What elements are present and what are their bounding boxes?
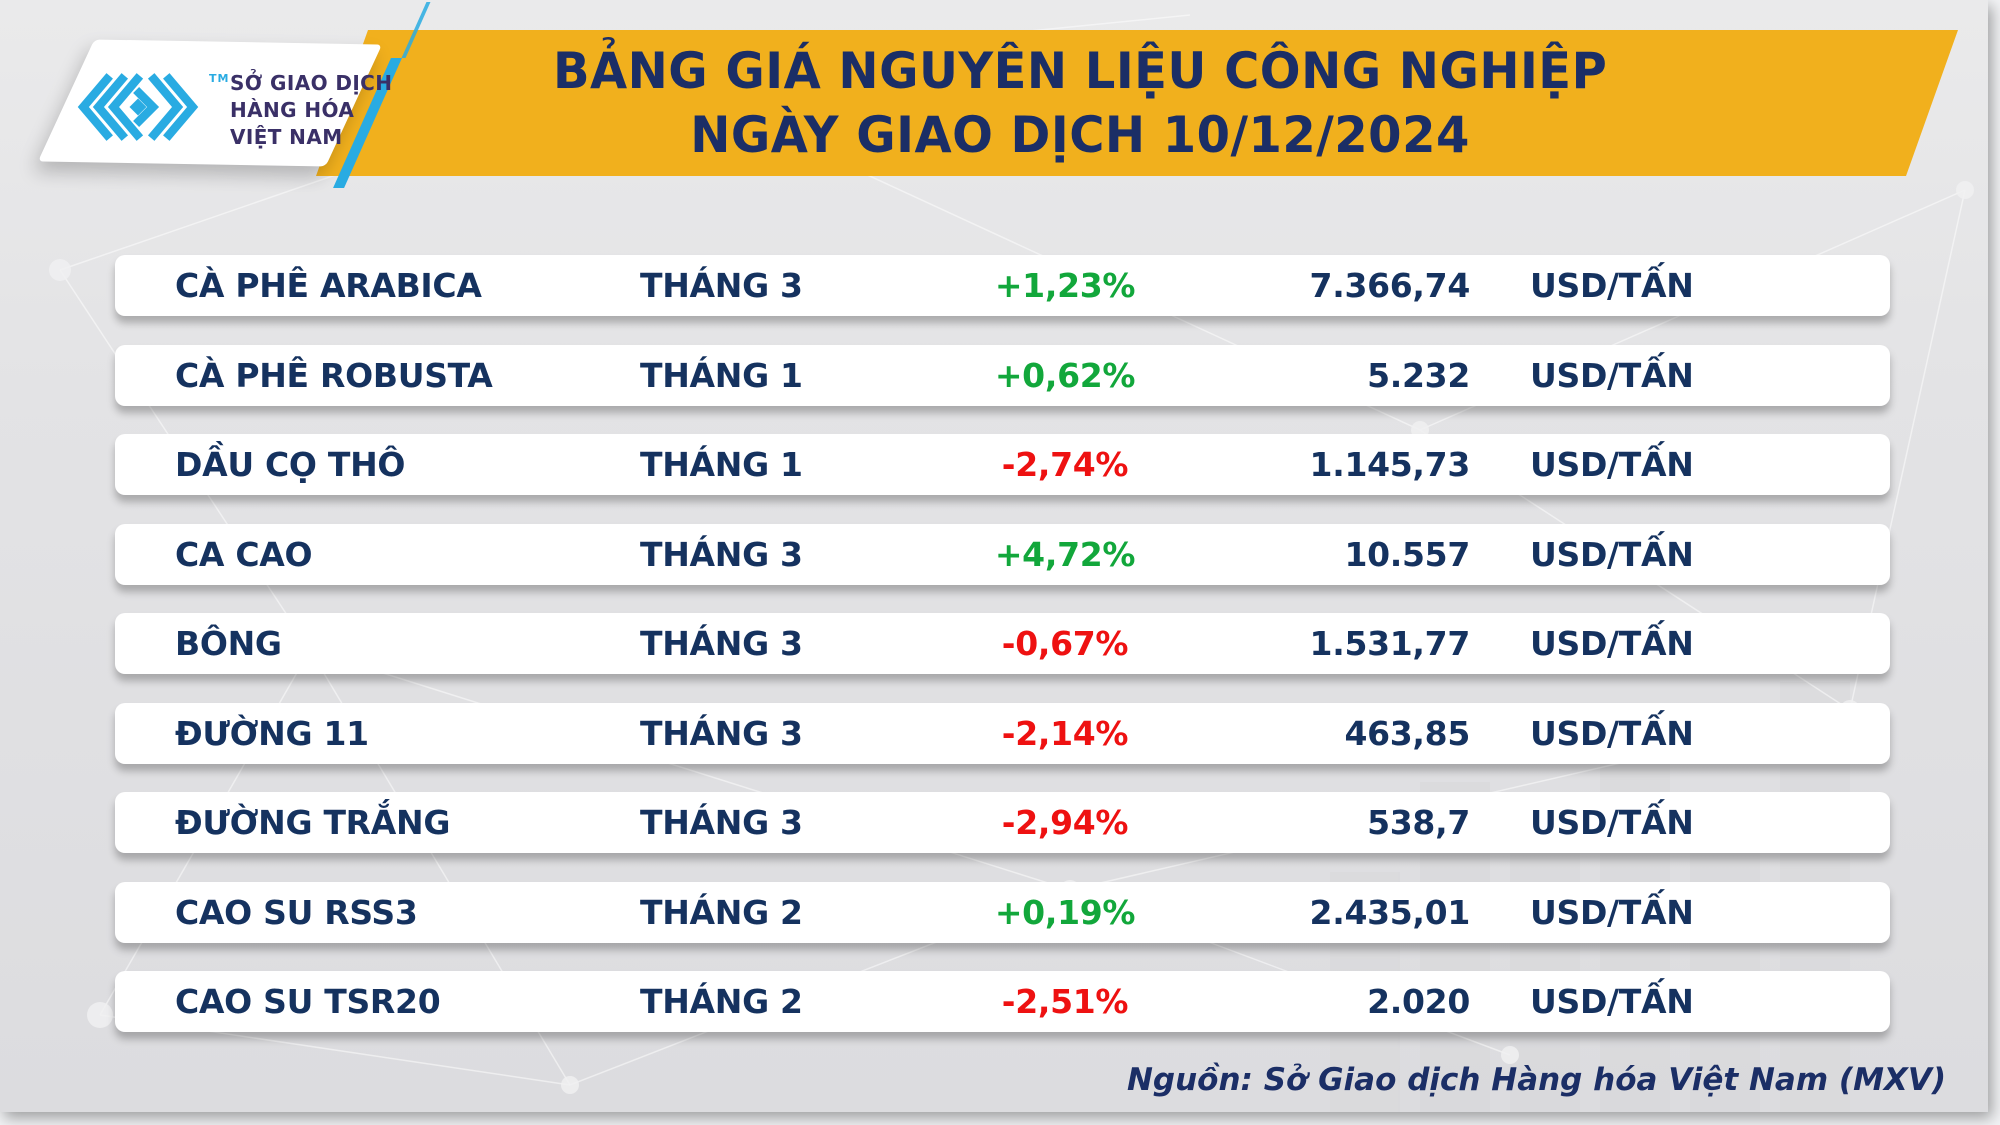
price-value: 10.557 xyxy=(1344,534,1470,574)
price-value: 5.232 xyxy=(1367,355,1470,395)
title-banner xyxy=(316,30,1958,176)
logo-org-line-2: HÀNG HÓA xyxy=(230,98,355,122)
table-row: CA CAO THÁNG 3 +4,72% 10.557 USD/TẤN xyxy=(115,523,1890,585)
table-row: CAO SU RSS3 THÁNG 2 +0,19% 2.435,01 USD/… xyxy=(115,881,1890,943)
table-row: ĐƯỜNG 11 THÁNG 3 -2,14% 463,85 USD/TẤN xyxy=(115,702,1890,764)
contract-month: THÁNG 3 xyxy=(640,534,803,574)
price-unit: USD/TẤN xyxy=(1530,355,1694,395)
contract-month: THÁNG 2 xyxy=(640,982,803,1021)
price-table: CÀ PHÊ ARABICA THÁNG 3 +1,23% 7.366,74 U… xyxy=(115,255,1890,1061)
contract-month: THÁNG 2 xyxy=(640,892,803,932)
commodity-name: CÀ PHÊ ARABICA xyxy=(175,266,482,305)
logo-org-line-1: SỞ GIAO DỊCH xyxy=(230,71,393,95)
percent-change: -0,67% xyxy=(1001,624,1129,663)
percent-change: -2,94% xyxy=(1001,803,1129,842)
price-value: 463,85 xyxy=(1344,713,1470,753)
contract-month: THÁNG 3 xyxy=(640,713,803,753)
price-value: 7.366,74 xyxy=(1309,266,1471,305)
price-value: 2.435,01 xyxy=(1309,892,1471,932)
table-row: BÔNG THÁNG 3 -0,67% 1.531,77 USD/TẤN xyxy=(115,613,1890,674)
price-unit: USD/TẤN xyxy=(1530,982,1694,1021)
commodity-name: CAO SU RSS3 xyxy=(175,892,418,932)
title-line-1: BẢNG GIÁ NGUYÊN LIỆU CÔNG NGHIỆP xyxy=(552,42,1608,100)
contract-month: THÁNG 1 xyxy=(640,445,803,484)
contract-month: THÁNG 3 xyxy=(640,624,803,663)
price-unit: USD/TẤN xyxy=(1530,534,1694,574)
price-value: 2.020 xyxy=(1367,982,1470,1021)
table-row: CÀ PHÊ ARABICA THÁNG 3 +1,23% 7.366,74 U… xyxy=(115,255,1890,316)
price-value: 538,7 xyxy=(1367,803,1470,842)
percent-change: +4,72% xyxy=(994,534,1136,574)
percent-change: -2,51% xyxy=(1001,982,1129,1021)
commodity-name: ĐƯỜNG TRẮNG xyxy=(175,803,451,842)
table-row: DẦU CỌ THÔ THÁNG 1 -2,74% 1.145,73 USD/T… xyxy=(115,434,1890,495)
table-row: ĐƯỜNG TRẮNG THÁNG 3 -2,94% 538,7 USD/TẤN xyxy=(115,792,1890,853)
title-line-2: NGÀY GIAO DỊCH 10/12/2024 xyxy=(690,106,1470,164)
logo-org-name: SỞ GIAO DỊCH HÀNG HÓA VIỆT NAM xyxy=(230,70,392,151)
price-unit: USD/TẤN xyxy=(1530,803,1694,842)
price-unit: USD/TẤN xyxy=(1530,892,1694,932)
commodity-name: DẦU CỌ THÔ xyxy=(175,445,406,484)
commodity-name: BÔNG xyxy=(175,624,282,663)
contract-month: THÁNG 1 xyxy=(640,355,803,395)
logo-org-line-3: VIỆT NAM xyxy=(230,125,343,149)
commodity-name: CAO SU TSR20 xyxy=(175,982,441,1021)
price-unit: USD/TẤN xyxy=(1530,713,1694,753)
source-note: Nguồn: Sở Giao dịch Hàng hóa Việt Nam (M… xyxy=(1126,1062,1946,1098)
price-value: 1.531,77 xyxy=(1309,624,1471,663)
contract-month: THÁNG 3 xyxy=(640,266,803,305)
contract-month: THÁNG 3 xyxy=(640,803,803,842)
percent-change: +0,62% xyxy=(994,355,1136,395)
percent-change: +1,23% xyxy=(994,266,1136,305)
price-unit: USD/TẤN xyxy=(1530,445,1694,484)
table-row: CÀ PHÊ ROBUSTA THÁNG 1 +0,62% 5.232 USD/… xyxy=(115,344,1890,406)
price-unit: USD/TẤN xyxy=(1530,266,1694,305)
trademark-symbol: TM xyxy=(209,72,230,85)
percent-change: -2,14% xyxy=(1001,713,1129,753)
table-row: CAO SU TSR20 THÁNG 2 -2,51% 2.020 USD/TẤ… xyxy=(115,971,1890,1032)
price-value: 1.145,73 xyxy=(1309,445,1471,484)
percent-change: +0,19% xyxy=(994,892,1136,932)
mxv-logo-icon xyxy=(77,73,199,141)
commodity-name: CA CAO xyxy=(175,534,313,574)
commodity-name: ĐƯỜNG 11 xyxy=(175,713,369,753)
commodity-name: CÀ PHÊ ROBUSTA xyxy=(175,355,493,395)
price-unit: USD/TẤN xyxy=(1530,624,1694,663)
page-title: BẢNG GIÁ NGUYÊN LIỆU CÔNG NGHIỆP NGÀY GI… xyxy=(420,30,1740,176)
percent-change: -2,74% xyxy=(1001,445,1129,484)
